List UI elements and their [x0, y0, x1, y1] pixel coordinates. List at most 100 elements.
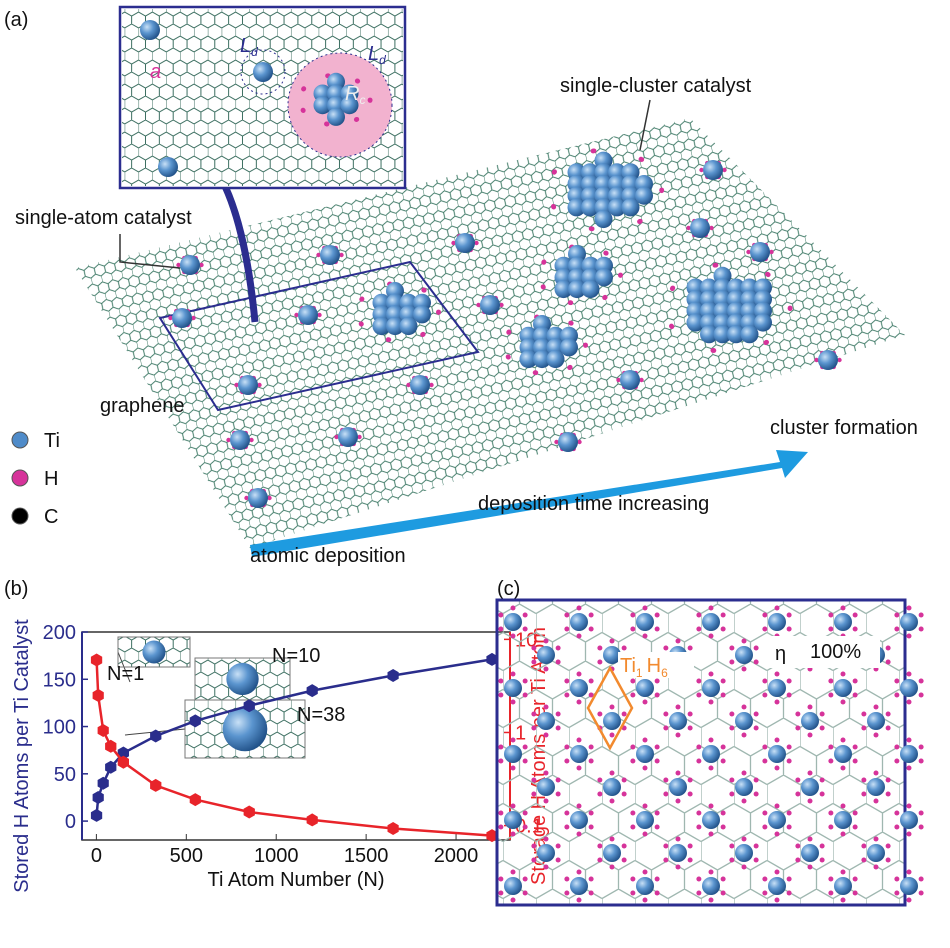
h-atom — [583, 343, 588, 348]
h-atom — [564, 825, 569, 830]
h-atom — [589, 825, 594, 830]
h-atom — [894, 627, 899, 632]
panel-label: (b) — [4, 578, 28, 600]
h-atom — [894, 679, 899, 684]
h-atom — [795, 778, 800, 783]
h-atom — [709, 870, 714, 875]
h-atom — [592, 148, 597, 153]
inset-cluster — [142, 640, 165, 663]
panel-label: (a) — [4, 9, 28, 31]
h-atom — [919, 613, 924, 618]
h-atom — [610, 771, 615, 776]
h-atom — [643, 700, 648, 705]
h-atom — [556, 778, 561, 783]
h-atom — [511, 634, 516, 639]
h-atom — [610, 705, 615, 710]
h-atom — [820, 844, 825, 849]
h-atom — [589, 679, 594, 684]
h-atom — [669, 324, 674, 329]
h-atom — [564, 693, 569, 698]
ti-atom — [636, 613, 654, 631]
h-atom — [630, 627, 635, 632]
h-atom — [556, 792, 561, 797]
annotation: N=10 — [272, 645, 320, 667]
h-atom — [577, 606, 582, 611]
h-atom — [828, 811, 833, 816]
h-atom — [787, 877, 792, 882]
h-atom — [663, 792, 668, 797]
h-atom — [531, 792, 536, 797]
h-atom — [874, 771, 879, 776]
h-atom — [721, 627, 726, 632]
h-atom — [696, 613, 701, 618]
h-atom — [670, 286, 675, 291]
h-atom — [567, 365, 572, 370]
h-atom — [861, 792, 866, 797]
h-atom — [861, 844, 866, 849]
h-atom — [808, 771, 813, 776]
data-point — [91, 654, 102, 667]
h-atom — [886, 726, 891, 731]
h-atom — [853, 627, 858, 632]
ti-atom — [669, 778, 687, 796]
ti-atom — [900, 613, 918, 631]
h-atom — [420, 332, 425, 337]
h-atom — [676, 705, 681, 710]
h-atom — [436, 310, 441, 315]
h-atom — [564, 759, 569, 764]
ti-atom — [702, 613, 720, 631]
h-atom — [841, 804, 846, 809]
h-atom — [696, 759, 701, 764]
h-atom — [422, 288, 427, 293]
ti-atom — [900, 745, 918, 763]
ti-atom — [504, 745, 522, 763]
h-atom — [663, 778, 668, 783]
ti-atom — [735, 844, 753, 862]
h-atom — [721, 811, 726, 816]
h-atom — [696, 693, 701, 698]
h-atom — [729, 660, 734, 665]
ti-atom — [801, 778, 819, 796]
h-atom — [710, 348, 715, 353]
ti-atom — [504, 811, 522, 829]
h-atom — [721, 877, 726, 882]
h-atom — [564, 745, 569, 750]
h-atom — [696, 891, 701, 896]
ti-atom — [867, 778, 885, 796]
ti-atom — [172, 308, 192, 328]
ti-atom — [480, 295, 500, 315]
h-atom — [886, 858, 891, 863]
h-atom — [754, 792, 759, 797]
h-atom — [544, 639, 549, 644]
h-atom — [721, 759, 726, 764]
ti-atom — [768, 811, 786, 829]
h-atom — [775, 832, 780, 837]
h-atom — [655, 891, 660, 896]
h-atom — [775, 738, 780, 743]
y-tick-label: 0 — [65, 811, 76, 833]
annotation: atomic deposition — [250, 545, 406, 567]
h-atom — [754, 778, 759, 783]
h-atom — [853, 891, 858, 896]
annotation: single-atom catalyst — [15, 207, 192, 229]
h-atom — [894, 877, 899, 882]
h-atom — [498, 825, 503, 830]
h-atom — [544, 667, 549, 672]
h-atom — [523, 745, 528, 750]
h-atom — [506, 354, 511, 359]
h-atom — [775, 606, 780, 611]
h-atom — [919, 745, 924, 750]
h-atom — [874, 865, 879, 870]
h-atom — [544, 705, 549, 710]
h-atom — [544, 865, 549, 870]
h-atom — [742, 865, 747, 870]
ti-atom — [741, 325, 759, 343]
coverage-label: 100% — [810, 641, 861, 663]
h-atom — [853, 679, 858, 684]
data-point — [388, 669, 399, 682]
h-atom — [523, 613, 528, 618]
h-atom — [775, 804, 780, 809]
h-atom — [577, 672, 582, 677]
h-atom — [676, 865, 681, 870]
h-atom — [841, 898, 846, 903]
